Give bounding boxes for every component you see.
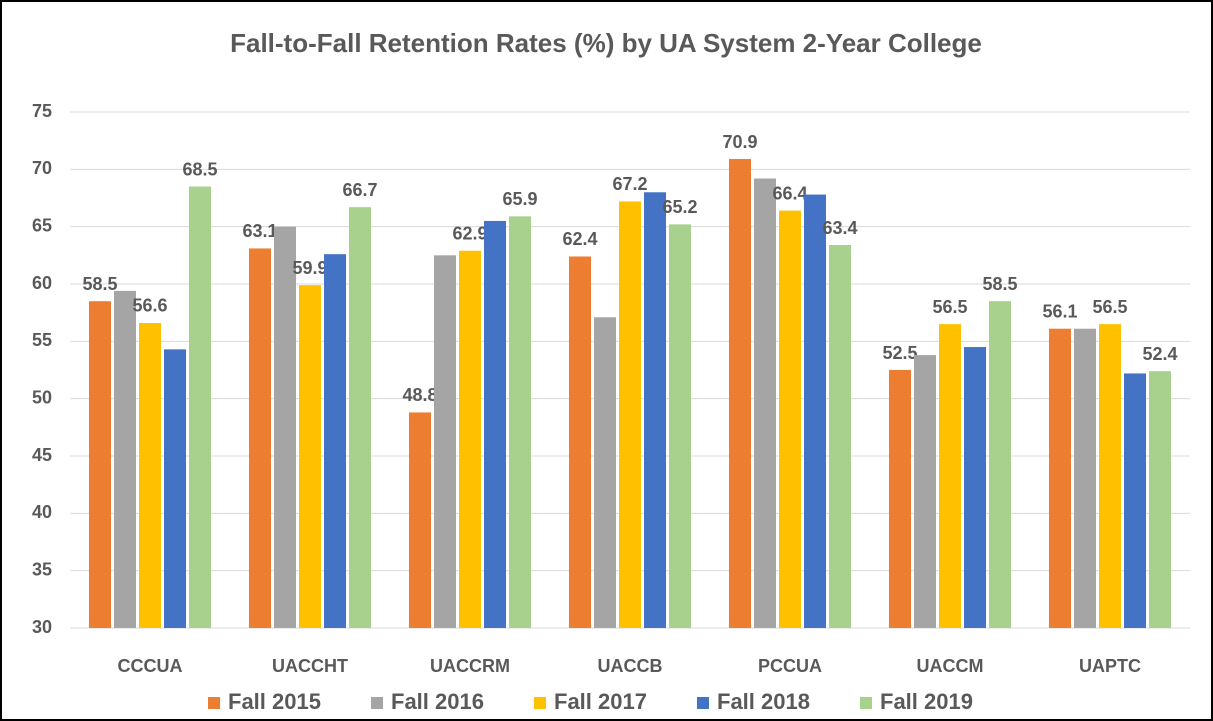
bar [1074, 328, 1096, 628]
legend-label: Fall 2016 [391, 689, 484, 714]
legend-label: Fall 2015 [228, 689, 321, 714]
y-tick-label: 75 [32, 101, 52, 121]
data-label: 66.4 [772, 183, 807, 203]
y-tick-label: 70 [32, 158, 52, 178]
bar [619, 201, 641, 628]
data-label: 56.1 [1042, 301, 1077, 321]
bar [1149, 371, 1171, 628]
y-tick-label: 40 [32, 502, 52, 522]
bar [164, 349, 186, 628]
data-label: 58.5 [982, 274, 1017, 294]
bar [509, 216, 531, 628]
bar [964, 347, 986, 628]
data-label: 56.6 [132, 296, 167, 316]
x-tick-label: UACCRM [430, 656, 510, 676]
legend-swatch [208, 697, 220, 709]
data-label: 68.5 [182, 159, 217, 179]
y-tick-label: 30 [32, 617, 52, 637]
bar [754, 178, 776, 629]
bar [939, 324, 961, 628]
bar [779, 210, 801, 628]
legend-label: Fall 2018 [717, 689, 810, 714]
y-tick-label: 55 [32, 330, 52, 350]
bar [274, 226, 296, 628]
x-tick-label: UACCM [917, 656, 984, 676]
legend-swatch [371, 697, 383, 709]
bar [324, 254, 346, 629]
x-tick-label: UAPTC [1079, 656, 1141, 676]
data-label: 62.4 [562, 229, 597, 249]
y-tick-label: 35 [32, 559, 52, 579]
bar [114, 290, 136, 628]
bar [669, 224, 691, 628]
bar [1099, 324, 1121, 628]
bar [729, 159, 751, 628]
bar [889, 370, 911, 628]
bar [299, 285, 321, 628]
bar [484, 220, 506, 628]
legend-label: Fall 2019 [880, 689, 973, 714]
bar [434, 255, 456, 629]
chart-title: Fall-to-Fall Retention Rates (%) by UA S… [230, 28, 982, 58]
data-label: 59.9 [292, 258, 327, 278]
x-tick-label: CCCUA [118, 656, 183, 676]
bar [189, 186, 211, 629]
data-label: 66.7 [342, 180, 377, 200]
data-label: 65.9 [502, 189, 537, 209]
data-label: 52.4 [1142, 344, 1177, 364]
data-label: 62.9 [452, 223, 487, 243]
data-label: 67.2 [612, 174, 647, 194]
data-label: 52.5 [882, 343, 917, 363]
bar [459, 250, 481, 628]
data-label: 56.5 [1092, 297, 1127, 317]
legend-swatch [534, 697, 546, 709]
y-tick-label: 60 [32, 273, 52, 293]
bar [829, 245, 851, 628]
legend-label: Fall 2017 [554, 689, 647, 714]
y-tick-label: 45 [32, 445, 52, 465]
y-tick-label: 50 [32, 387, 52, 407]
bar [644, 192, 666, 628]
data-label: 63.1 [242, 221, 277, 241]
legend-swatch [860, 697, 872, 709]
x-tick-label: PCCUA [758, 656, 822, 676]
data-label: 63.4 [822, 218, 857, 238]
data-label: 65.2 [662, 197, 697, 217]
bar [989, 301, 1011, 628]
bar [1124, 373, 1146, 628]
bar [1049, 328, 1071, 628]
bar [349, 207, 371, 628]
data-label: 70.9 [722, 132, 757, 152]
bar [569, 256, 591, 628]
bar [594, 317, 616, 628]
x-tick-label: UACCB [598, 656, 663, 676]
data-label: 48.8 [402, 385, 437, 405]
data-label: 56.5 [932, 297, 967, 317]
y-tick-label: 65 [32, 215, 52, 235]
data-label: 58.5 [82, 274, 117, 294]
bar [139, 322, 161, 628]
x-tick-label: UACCHT [272, 656, 348, 676]
bar [249, 248, 271, 628]
bar [409, 412, 431, 628]
bar [804, 194, 826, 628]
bar [89, 301, 111, 628]
bar [914, 355, 936, 628]
legend-swatch [697, 697, 709, 709]
